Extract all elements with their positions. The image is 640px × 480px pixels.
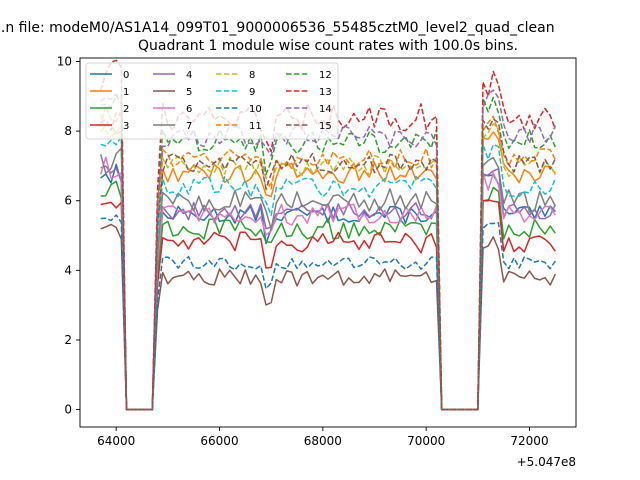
legend-label-10: 10: [249, 104, 262, 115]
legend-label-12: 12: [319, 70, 332, 81]
x-tick-label-72000: 72000: [510, 434, 548, 448]
legend-label-0: 0: [123, 70, 129, 81]
plot-frame: [79, 57, 577, 428]
legend-label-9: 9: [249, 87, 255, 98]
figure-suptitle: ...n file: modeM0/AS1A14_099T01_90000065…: [0, 20, 555, 36]
legend-label-3: 3: [123, 121, 129, 132]
y-tick-label-2: 2: [64, 333, 72, 347]
x-tick-label-64000: 64000: [97, 434, 135, 448]
series-lines: [99, 59, 557, 411]
x-tick-label-66000: 66000: [200, 434, 238, 448]
x-tick-label-68000: 68000: [304, 434, 342, 448]
legend-label-5: 5: [186, 87, 192, 98]
x-tick-label-70000: 70000: [407, 434, 445, 448]
legend-label-1: 1: [123, 87, 129, 98]
y-tick-label-6: 6: [64, 194, 72, 208]
legend-label-6: 6: [186, 104, 192, 115]
legend-label-2: 2: [123, 104, 129, 115]
x-axis-offset-label: +5.047e8: [517, 455, 576, 469]
legend-label-13: 13: [319, 87, 332, 98]
y-tick-label-0: 0: [64, 403, 72, 417]
chart-title: Quadrant 1 module wise count rates with …: [138, 38, 518, 54]
y-axis: 0 2 4 6 8 10: [57, 54, 80, 417]
legend-label-11: 11: [249, 121, 262, 132]
x-axis: 64000 66000 68000 70000 72000: [97, 427, 549, 448]
y-tick-label-10: 10: [57, 54, 72, 68]
legend-frame: [85, 62, 339, 140]
y-tick-label-8: 8: [64, 124, 72, 138]
legend-label-8: 8: [249, 70, 255, 81]
legend-label-15: 15: [319, 121, 332, 132]
legend-label-4: 4: [186, 70, 192, 81]
legend-label-7: 7: [186, 121, 192, 132]
legend-label-14: 14: [319, 104, 332, 115]
series-line-15: [100, 112, 556, 411]
y-tick-label-4: 4: [64, 263, 72, 277]
